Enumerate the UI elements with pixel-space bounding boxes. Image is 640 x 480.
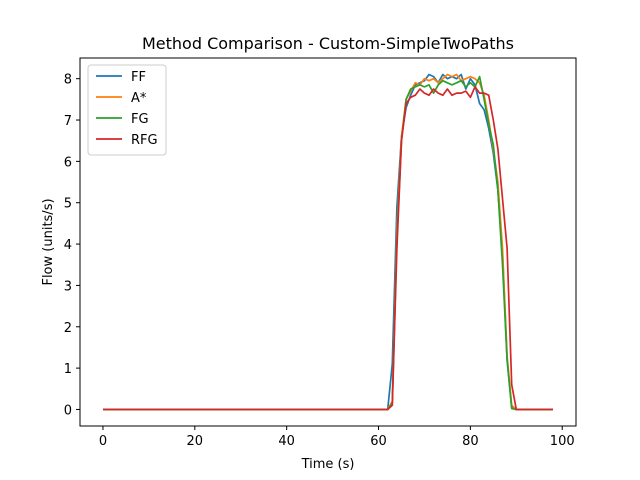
- y-tick-label-6: 6: [64, 155, 72, 170]
- x-tick-label-5: 100: [550, 434, 575, 449]
- plot-lines: [103, 73, 553, 411]
- legend-label-2: FG: [131, 112, 149, 127]
- y-axis: 0 1 2 3 4 5 6 7 8: [64, 73, 80, 418]
- legend-label-0: FF: [131, 70, 146, 85]
- y-tick-label-8: 8: [64, 73, 72, 88]
- x-tick-label-3: 60: [370, 434, 387, 449]
- legend: FF A* FG RFG: [87, 64, 167, 156]
- y-tick-label-7: 7: [64, 114, 72, 129]
- x-axis-label: Time (s): [301, 457, 355, 472]
- x-tick-label-0: 0: [99, 434, 107, 449]
- y-tick-label-5: 5: [64, 197, 72, 212]
- y-tick-label-2: 2: [64, 321, 72, 336]
- series-line-3: [103, 86, 553, 411]
- legend-box: [87, 64, 167, 156]
- y-axis-label: Flow (units/s): [41, 198, 56, 285]
- plot-frame: [79, 57, 577, 427]
- legend-label-3: RFG: [131, 133, 158, 148]
- chart-title: Method Comparison - Custom-SimpleTwoPath…: [142, 34, 514, 53]
- y-tick-label-3: 3: [64, 279, 72, 294]
- x-tick-label-1: 20: [187, 434, 204, 449]
- x-axis: 0 20 40 60 80 100: [99, 426, 575, 449]
- y-tick-label-0: 0: [64, 403, 72, 418]
- y-tick-label-1: 1: [64, 362, 72, 377]
- x-tick-label-2: 40: [278, 434, 295, 449]
- series-line-2: [103, 75, 553, 411]
- legend-label-1: A*: [131, 91, 147, 106]
- y-tick-label-4: 4: [64, 238, 72, 253]
- x-tick-label-4: 80: [462, 434, 479, 449]
